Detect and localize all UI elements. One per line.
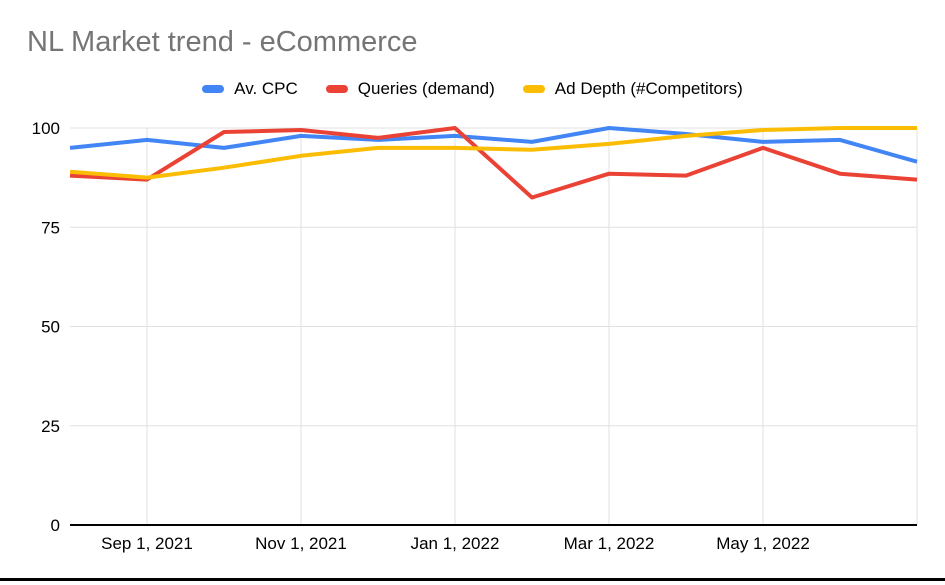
legend-swatch-av-cpc	[202, 85, 225, 93]
chart-title: NL Market trend - eCommerce	[27, 26, 418, 58]
y-axis-label: 25	[41, 417, 60, 436]
series-line-2	[69, 126, 917, 180]
y-axis-label: 0	[51, 516, 60, 535]
x-axis-label: Jan 1, 2022	[411, 534, 500, 553]
x-axis-label: May 1, 2022	[716, 534, 810, 553]
x-axis-label: Mar 1, 2022	[564, 534, 655, 553]
legend-swatch-queries	[325, 85, 348, 93]
y-axis-label: 50	[41, 318, 60, 337]
x-axis-label: Sep 1, 2021	[101, 534, 193, 553]
legend-label-av-cpc: Av. CPC	[234, 79, 298, 98]
series-line-1	[69, 126, 918, 200]
legend-label-queries: Queries (demand)	[357, 79, 495, 98]
y-axis-label: 75	[41, 218, 60, 237]
x-axis-label: Nov 1, 2021	[255, 534, 347, 553]
legend-label-ad-depth: Ad Depth (#Competitors)	[554, 79, 743, 98]
legend-item-av-cpc: Av. CPC	[202, 79, 298, 99]
legend-item-ad-depth: Ad Depth (#Competitors)	[522, 79, 743, 99]
legend-item-queries: Queries (demand)	[325, 79, 495, 99]
series-line-0	[69, 126, 918, 164]
chart-legend: Av. CPC Queries (demand) Ad Depth (#Comp…	[0, 78, 945, 100]
bottom-divider	[0, 578, 945, 581]
legend-swatch-ad-depth	[522, 85, 545, 93]
y-axis-label: 100	[32, 119, 60, 138]
